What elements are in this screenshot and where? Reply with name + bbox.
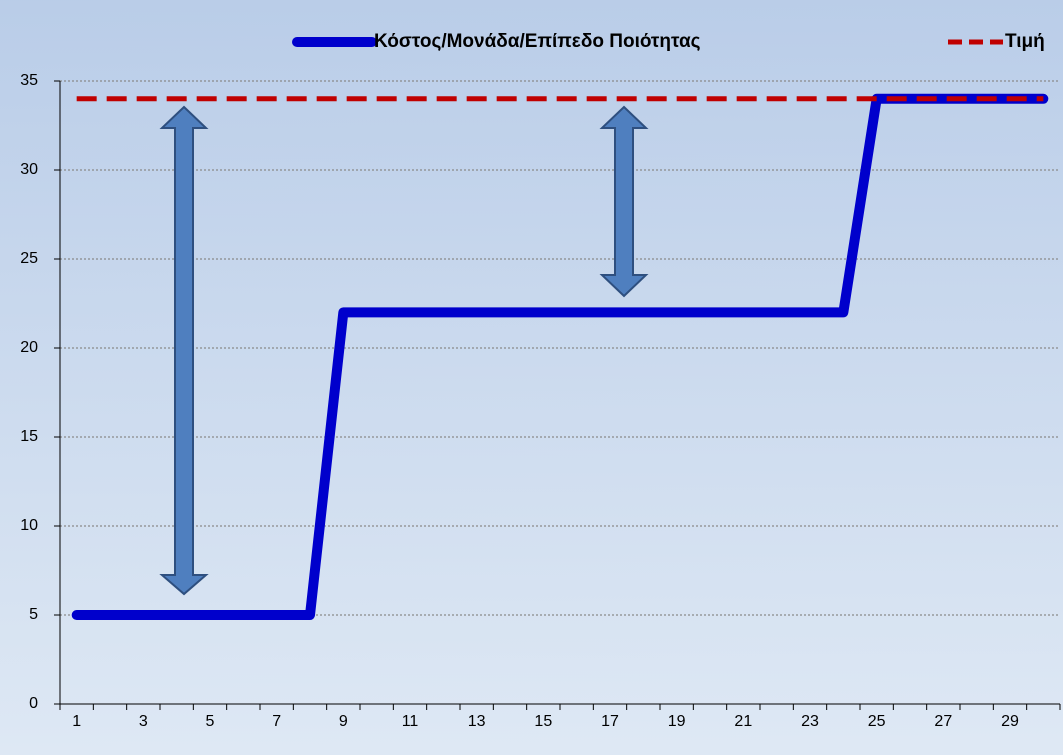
double-arrow [599, 105, 649, 298]
legend: Κόστος/Μονάδα/Επίπεδο Ποιότητας Τιμή [292, 31, 1045, 52]
x-tick-label: 7 [272, 713, 281, 730]
marks [71, 93, 1049, 620]
x-tick-label: 23 [801, 713, 819, 730]
series-line [71, 93, 1049, 620]
y-tick-label: 10 [20, 517, 38, 534]
x-tick-label: 13 [468, 713, 486, 730]
arrows [159, 105, 649, 596]
y-tick-label: 20 [20, 339, 38, 356]
x-tick-label: 29 [1001, 713, 1019, 730]
x-tick-label: 27 [934, 713, 952, 730]
x-tick-label: 1 [72, 713, 81, 730]
x-tick-label: 5 [206, 713, 215, 730]
x-tick-label: 19 [668, 713, 686, 730]
x-tick-label: 15 [534, 713, 552, 730]
y-tick-label: 35 [20, 72, 38, 89]
x-tick-label: 17 [601, 713, 619, 730]
x-tick-label: 3 [139, 713, 148, 730]
double-arrow [159, 105, 209, 596]
y-tick-label: 30 [20, 161, 38, 178]
x-tick-label: 25 [868, 713, 886, 730]
x-tick-label: 9 [339, 713, 348, 730]
x-tick-label: 21 [734, 713, 752, 730]
legend-label: Τιμή [1005, 31, 1045, 52]
y-tick-label: 0 [29, 695, 38, 712]
y-tick-label: 25 [20, 250, 38, 267]
y-tick-label: 15 [20, 428, 38, 445]
legend-label: Κόστος/Μονάδα/Επίπεδο Ποιότητας [374, 31, 701, 52]
y-tick-label: 5 [29, 606, 38, 623]
x-tick-label: 11 [402, 713, 419, 730]
